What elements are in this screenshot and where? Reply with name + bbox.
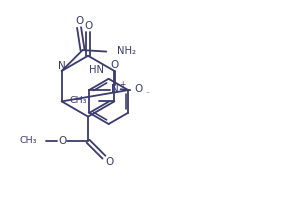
Text: CH₃: CH₃: [20, 136, 37, 145]
Text: O: O: [58, 136, 66, 146]
Text: N: N: [111, 84, 119, 94]
Text: N: N: [58, 61, 66, 71]
Text: ⁻: ⁻: [146, 89, 150, 98]
Text: HN: HN: [89, 65, 104, 74]
Text: O: O: [105, 157, 113, 167]
Text: O: O: [84, 21, 92, 31]
Text: NH₂: NH₂: [117, 46, 136, 56]
Text: O: O: [111, 60, 119, 70]
Text: +: +: [119, 80, 125, 89]
Text: O: O: [135, 84, 143, 94]
Text: O: O: [75, 16, 83, 26]
Text: CH₃: CH₃: [70, 96, 87, 105]
